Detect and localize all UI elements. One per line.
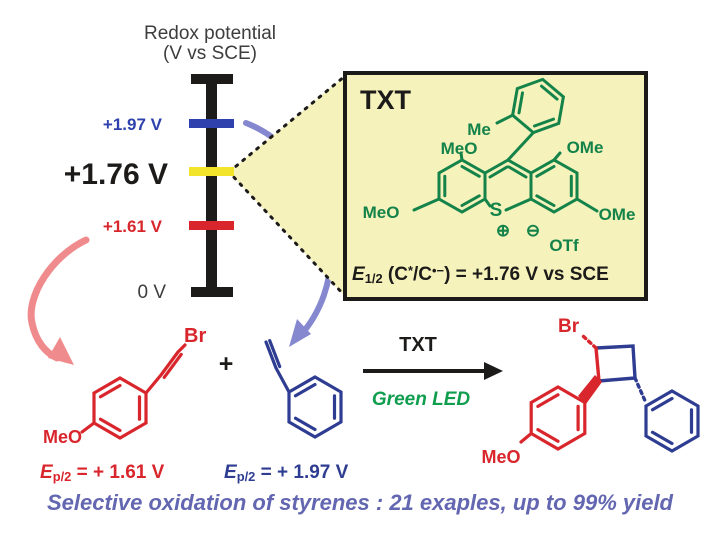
- potential-label-1-76: +1.76 V: [63, 158, 168, 191]
- ep-half-red: Ep/2 = + 1.61 V: [40, 463, 164, 484]
- tolyl-double-bonds: [517, 84, 559, 128]
- excited-state-superscript: *: [407, 263, 413, 278]
- plus-charge-icon: ⊕: [495, 221, 511, 240]
- left-benzo-ring: [437, 158, 487, 214]
- methyl-bond: [495, 113, 515, 125]
- txt-structure: [412, 77, 599, 214]
- cyclobutane-product: [519, 334, 700, 453]
- txt-box-title: TXT: [360, 85, 411, 115]
- triflate-label: OTf: [549, 236, 579, 255]
- central-ring: [483, 158, 533, 212]
- product-blue-ring-double-bonds: [650, 396, 694, 446]
- tick-1-97: [189, 119, 234, 128]
- aryl-bold-wedge: [578, 375, 602, 404]
- pink-arrowhead: [48, 337, 74, 365]
- methoxy-label-top-left: MeO: [440, 139, 478, 158]
- vinyl-bromide-bonds: [144, 343, 187, 395]
- bromine-label-styrene: Br: [184, 325, 207, 347]
- txt-catalyst-box: [343, 71, 648, 301]
- methoxy-bonds: [412, 151, 599, 213]
- right-benzo-double-bonds: [535, 165, 573, 207]
- plus-sign: +: [218, 350, 234, 378]
- summary-caption: Selective oxidation of styrenes : 21 exa…: [46, 490, 673, 515]
- ep-half-blue: Ep/2 = + 1.97 V: [224, 463, 348, 484]
- tick-1-61: [189, 221, 234, 230]
- central-ring-double-bonds: [488, 165, 528, 179]
- ep-red-value: = + 1.61 V: [71, 462, 165, 483]
- potential-label-1-97: +1.97 V: [102, 115, 162, 134]
- potential-label-1-61: +1.61 V: [102, 217, 162, 236]
- scale-top-cap: [191, 74, 233, 84]
- product-red-ring-double-bonds: [536, 393, 580, 443]
- right-benzo-ring: [529, 158, 579, 214]
- purple-arrowhead: [289, 319, 311, 347]
- reaction-arrowhead: [484, 362, 503, 380]
- methoxy-label-styrene: MeO: [42, 427, 82, 447]
- bromine-label-product: Br: [558, 316, 580, 337]
- blue-benzene-double-bonds: [293, 382, 337, 432]
- red-benzene-double-bonds: [98, 383, 142, 433]
- catalyst-label: TXT: [399, 334, 437, 356]
- e-half-subscript: 1/2: [364, 271, 383, 286]
- e-half-symbol: E: [352, 264, 365, 285]
- scale-bar: [206, 78, 217, 292]
- red-methoxy-bond: [80, 421, 96, 434]
- ep-blue-value: = + 1.97 V: [255, 462, 349, 483]
- radical-superscript: •−: [432, 263, 445, 278]
- methyl-label: Me: [467, 120, 491, 139]
- blue-styrene: [264, 339, 343, 439]
- e-half-mid2: /C: [413, 264, 432, 285]
- methoxy-label-right: OMe: [598, 205, 636, 224]
- redox-scale: [189, 74, 234, 297]
- red-bromostyrene: [80, 343, 187, 440]
- vinyl-bonds: [264, 339, 291, 394]
- green-led-condition: Green LED: [371, 389, 471, 410]
- scale-title-line2: (V vs SCE): [163, 42, 257, 64]
- ep-blue-subscript: p/2: [236, 469, 256, 484]
- reaction-arrow: [363, 362, 503, 380]
- scale-title-line1: Redox potential: [143, 23, 277, 44]
- sulfur-label: S: [489, 200, 503, 221]
- product-blue-ring: [644, 389, 700, 453]
- ep-red-symbol: E: [40, 462, 53, 483]
- ep-blue-symbol: E: [224, 462, 237, 483]
- tick-1-76: [189, 167, 234, 176]
- methoxy-label-top-right: OMe: [566, 138, 604, 157]
- cyclobutane-blue-edges: [594, 344, 637, 383]
- e-half-value: ) = +1.76 V vs SCE: [444, 264, 609, 285]
- product-red-ring: [529, 385, 587, 451]
- minus-charge-icon: ⊖: [525, 221, 541, 240]
- phenyl-dashed-wedge: [633, 376, 648, 405]
- ep-red-subscript: p/2: [52, 469, 72, 484]
- callout-triangle: [226, 72, 347, 300]
- e-half-equation: E1/2 (C*/C•−) = +1.76 V vs SCE: [352, 264, 609, 286]
- methoxy-label-product: MeO: [481, 447, 521, 467]
- methoxy-label-left: MeO: [362, 203, 400, 222]
- scale-title: Redox potential (V vs SCE): [100, 24, 320, 64]
- product-methoxy-bond: [519, 431, 533, 444]
- c9-aryl-bond: [506, 131, 535, 162]
- br-dashed-wedge: [581, 334, 598, 350]
- e-half-mid1: (C: [382, 264, 408, 285]
- left-benzo-double-bonds: [443, 165, 481, 207]
- scale-bottom-cap: [191, 287, 233, 297]
- pink-arrow-body: [27, 236, 90, 362]
- potential-label-0: 0 V: [137, 282, 166, 303]
- cyclobutane-red-edge: [594, 346, 601, 383]
